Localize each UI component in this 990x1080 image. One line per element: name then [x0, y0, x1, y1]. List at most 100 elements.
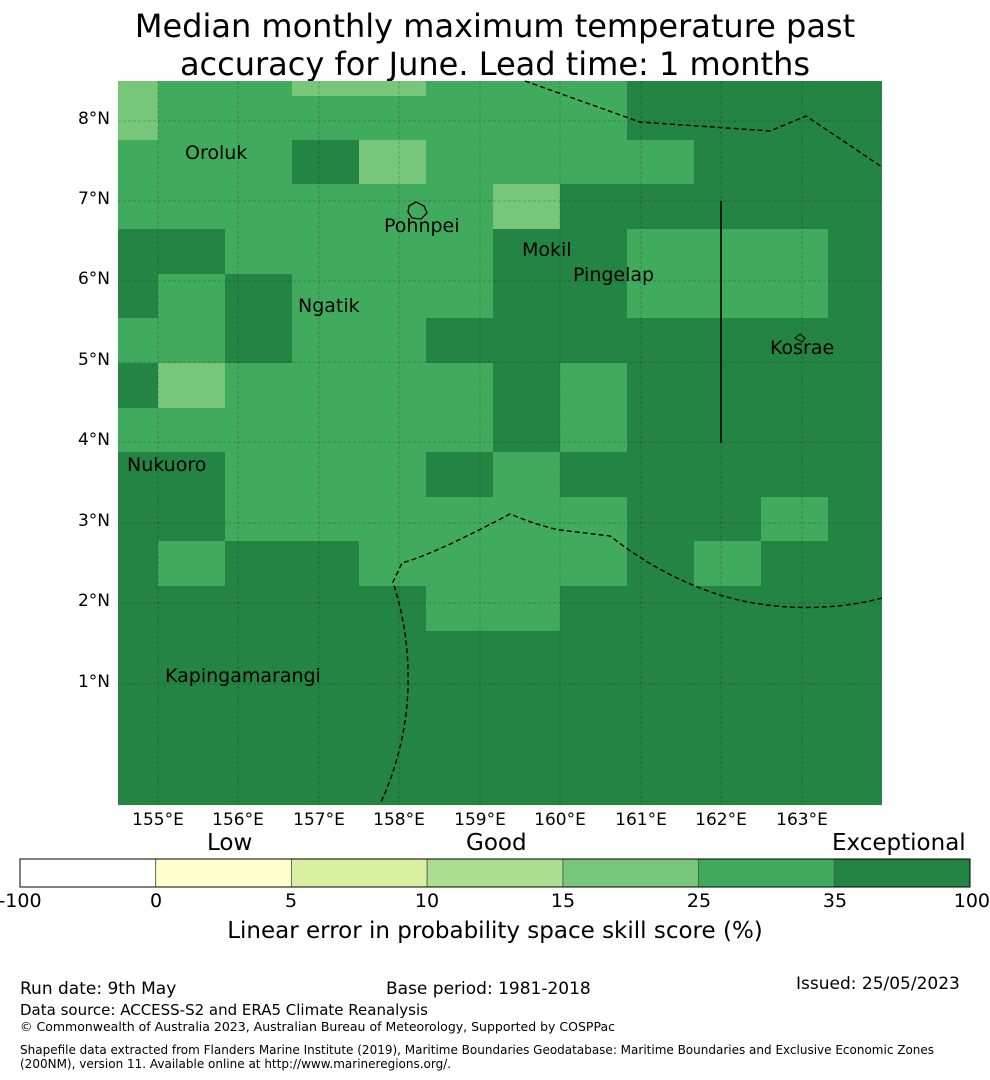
skill-cell [761, 140, 828, 184]
skill-cell [694, 541, 761, 586]
eez-boundaries [379, 80, 883, 805]
pohnpei-island-outline [407, 201, 428, 220]
skill-cell [292, 631, 359, 805]
skill-cell [560, 274, 627, 318]
skill-cell [761, 631, 828, 805]
skill-cell [828, 81, 882, 96]
skill-cell [118, 631, 158, 805]
legend-category-exceptional: Exceptional [832, 830, 966, 856]
skill-cell [426, 184, 493, 229]
skill-cell [118, 96, 158, 140]
skill-cell [694, 229, 761, 274]
skill-cell [627, 631, 694, 805]
skill-cell [359, 363, 426, 408]
skill-cell [359, 631, 426, 805]
skill-cell [225, 363, 292, 408]
skill-cell [828, 229, 882, 274]
skill-cell [493, 318, 560, 363]
skill-cell [560, 631, 627, 805]
skill-cell [694, 318, 761, 363]
skill-cell [292, 184, 359, 229]
skill-cell [158, 184, 225, 229]
skill-cell [426, 541, 493, 586]
issued-date: Issued: 25/05/2023 [796, 974, 960, 994]
skill-cell [158, 541, 225, 586]
colorbar-tick: 0 [149, 890, 163, 912]
skill-cell [493, 452, 560, 497]
skill-cell [828, 541, 882, 586]
skill-cell [694, 140, 761, 184]
skill-cell [761, 497, 828, 541]
skill-cell [560, 541, 627, 586]
skill-cell [158, 96, 225, 140]
skill-cell [560, 363, 627, 408]
skill-cell [694, 631, 761, 805]
lat-label-7n: 7°N [77, 189, 110, 209]
colorbar-segment [562, 858, 699, 888]
skill-cell [761, 408, 828, 452]
skill-cell [560, 452, 627, 497]
skill-cell [828, 363, 882, 408]
skill-cell [493, 184, 560, 229]
skill-cell [225, 318, 292, 363]
skill-cell [828, 631, 882, 805]
skill-cell [627, 140, 694, 184]
skill-cell [493, 497, 560, 541]
skill-cell [560, 229, 627, 274]
skill-cell [761, 541, 828, 586]
lat-label-2n: 2°N [77, 591, 110, 611]
skill-cell [359, 586, 426, 631]
skill-cell [158, 274, 225, 318]
place-label-kosrae: Kosrae [770, 337, 835, 359]
colorbar-label: Linear error in probability space skill … [227, 918, 763, 944]
skill-cell [828, 140, 882, 184]
legend-category-low: Low [207, 830, 253, 856]
run-date: Run date: 9th May [20, 979, 177, 999]
map-title-line-2: accuracy for June. Lead time: 1 months [179, 45, 811, 83]
skill-cell [292, 586, 359, 631]
place-label-oroluk: Oroluk [185, 142, 248, 164]
skill-cell [493, 140, 560, 184]
skill-cell [359, 452, 426, 497]
skill-cell [118, 408, 158, 452]
skill-cell [158, 81, 225, 96]
skill-cell [694, 274, 761, 318]
skill-cell [225, 140, 292, 184]
skill-cell [225, 541, 292, 586]
skill-cell [292, 408, 359, 452]
skill-cell [493, 229, 560, 274]
skill-cell [158, 408, 225, 452]
colorbar-segment [426, 858, 564, 888]
skill-cell [359, 408, 426, 452]
skill-cell [560, 586, 627, 631]
lat-label-8n: 8°N [77, 109, 110, 129]
skill-cell [493, 631, 560, 805]
eez-boundary-north [524, 80, 883, 168]
skill-cell [694, 184, 761, 229]
skill-cell [694, 586, 761, 631]
legend-category-good: Good [466, 830, 527, 856]
skill-cell [560, 408, 627, 452]
skill-cell [225, 96, 292, 140]
skill-cell [761, 452, 828, 497]
lon-label-162e: 162°E [695, 810, 747, 830]
eez-boundary-south [379, 513, 883, 805]
skill-cell [627, 363, 694, 408]
skill-cell [359, 184, 426, 229]
skill-cell [292, 140, 359, 184]
colorbar-tick: 25 [686, 890, 712, 912]
skill-cell [292, 318, 359, 363]
shapefile-credit-line-1: Shapefile data extracted from Flanders M… [20, 1043, 935, 1057]
lon-label-161e: 161°E [615, 810, 667, 830]
lon-label-157e: 157°E [293, 810, 345, 830]
skill-cell [560, 96, 627, 140]
colorbar-tick: 10 [414, 890, 440, 912]
skill-cell [828, 274, 882, 318]
lat-label-5n: 5°N [77, 350, 110, 370]
place-label-kapingamarangi: Kapingamarangi [165, 665, 321, 687]
skill-cell [118, 81, 158, 96]
skill-cell [426, 497, 493, 541]
skill-cell [292, 229, 359, 274]
skill-cell [292, 541, 359, 586]
